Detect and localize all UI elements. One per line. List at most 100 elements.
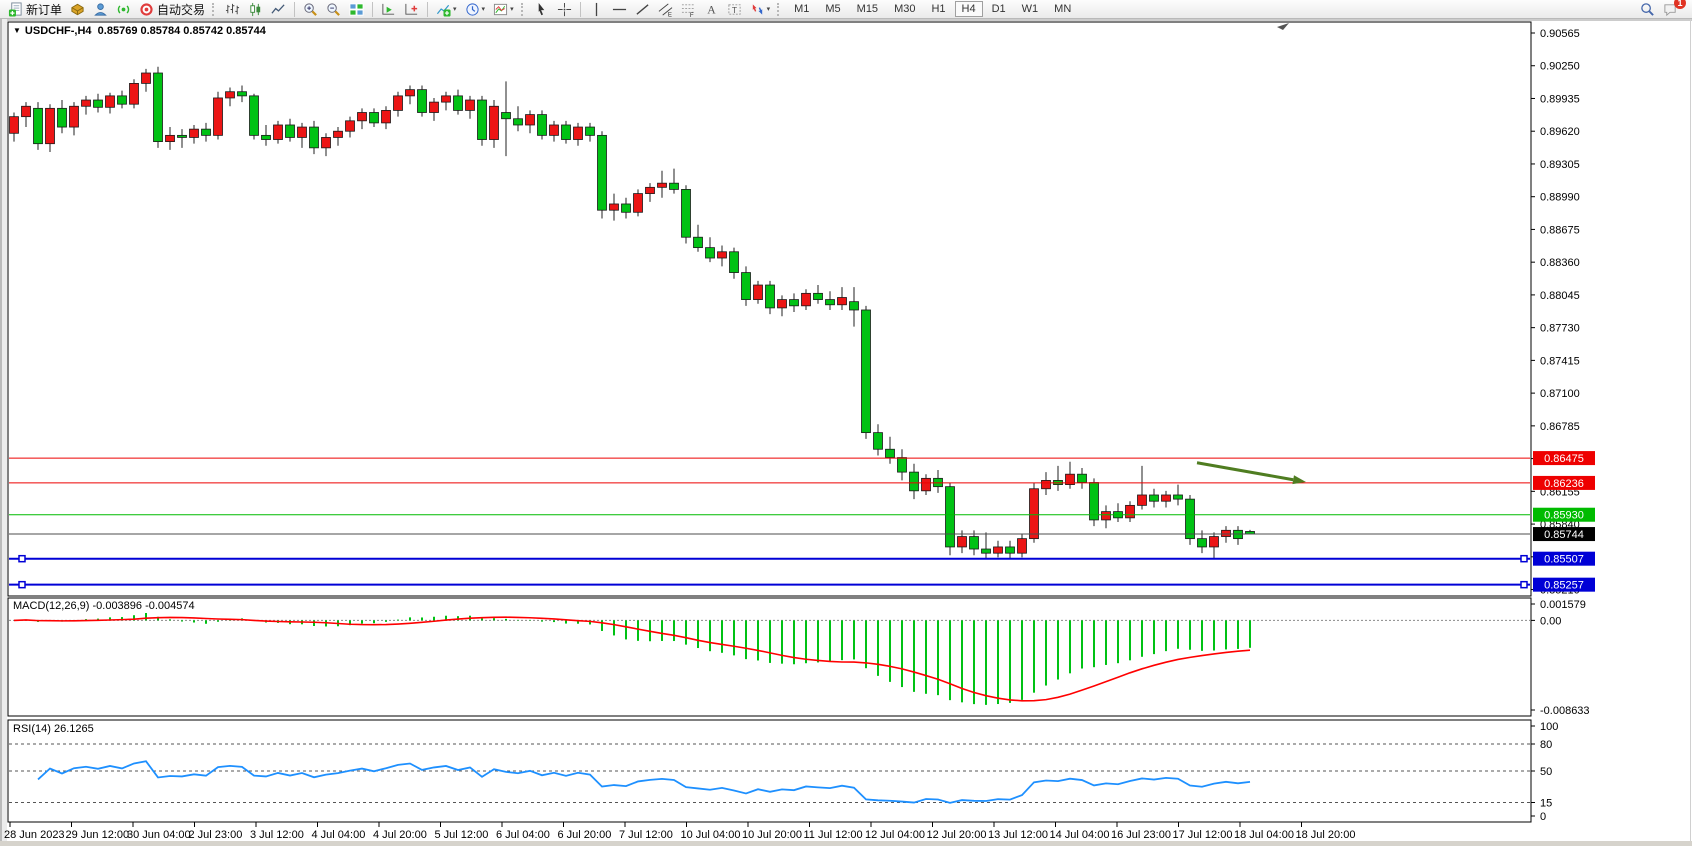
candle <box>9 116 19 134</box>
candle-chart-button[interactable] <box>245 0 266 19</box>
candle <box>693 236 703 249</box>
support-line-blue-2-handle[interactable] <box>18 580 26 589</box>
timeframe-button-m1[interactable]: M1 <box>794 3 810 15</box>
timeframe-button-m15[interactable]: M15 <box>856 3 879 15</box>
toolbar: 新订单 自动交易 ▾ ▾ ▾ E F A T ▾ M1 M5 M15 M30 H1 H4 D1 W1 MN 1 <box>0 0 1692 19</box>
indicators-button[interactable]: ▾ <box>433 0 460 19</box>
candle <box>237 91 247 97</box>
window-bottom-edge <box>0 841 1692 846</box>
zoom-in-button[interactable] <box>300 0 321 19</box>
timeframe-button-d1[interactable]: D1 <box>991 3 1006 15</box>
candle <box>249 95 259 136</box>
rsi-axis: 100 80 50 150 <box>1531 721 1558 823</box>
candle <box>801 292 811 307</box>
chevron-down-icon: ▾ <box>481 6 486 13</box>
rsi-axis-label: 50 <box>1540 766 1552 778</box>
trend-arrow-head <box>1292 475 1306 485</box>
zoom-out-button[interactable] <box>323 0 344 19</box>
community-button[interactable] <box>90 0 111 19</box>
candle <box>369 112 379 124</box>
text-icon: A <box>704 2 719 17</box>
candle <box>573 126 583 140</box>
candle <box>609 203 619 211</box>
time-tick-label: 28 Jun 2023 <box>4 829 65 841</box>
chevron-down-icon: ▾ <box>510 6 514 13</box>
timeframe-button-m30[interactable]: M30 <box>894 3 916 15</box>
signals-button[interactable] <box>113 0 134 19</box>
autotrading-button[interactable]: 自动交易 <box>136 0 208 19</box>
price-tick-label: 0.88360 <box>1540 257 1580 269</box>
tile-windows-button[interactable] <box>346 0 367 19</box>
candle <box>621 203 631 213</box>
candle <box>321 137 331 149</box>
chart-window[interactable]: 0.90565 0.90250 0.89935 0.89620 0.89305 0.889… <box>0 19 1692 846</box>
rsi-axis-label: 15 <box>1540 798 1552 810</box>
support-line-blue-1-handle[interactable] <box>1520 554 1528 563</box>
vline-icon <box>589 2 604 17</box>
timeframe-button-mn[interactable]: MN <box>1054 3 1072 15</box>
svg-text:F: F <box>689 12 693 17</box>
auto-scroll-button[interactable] <box>378 0 399 19</box>
time-tick-label: 11 Jul 12:00 <box>804 829 863 841</box>
arrows-button[interactable]: ▾ <box>747 0 774 19</box>
candle <box>681 189 691 238</box>
notification-badge: 1 <box>1674 0 1686 9</box>
search-button[interactable] <box>1637 0 1658 19</box>
bar-chart-icon <box>225 2 240 17</box>
candle <box>633 193 643 213</box>
line-chart-icon <box>271 2 286 17</box>
candle <box>165 134 175 143</box>
bar-chart-button[interactable] <box>222 0 243 19</box>
vline-button[interactable] <box>586 0 607 19</box>
new-order-button[interactable]: 新订单 <box>5 0 65 19</box>
rsi-value: 26.1265 <box>53 723 94 735</box>
crosshair-button[interactable] <box>554 0 575 19</box>
templates-button[interactable]: ▾ <box>490 0 517 19</box>
timeframe-button-w1[interactable]: W1 <box>1021 3 1039 15</box>
candle <box>441 95 451 103</box>
macd-axis-label: 0.001579 <box>1540 599 1586 611</box>
price-tick-label: 0.87730 <box>1540 323 1580 335</box>
candle <box>1209 536 1219 548</box>
hline-button[interactable] <box>609 0 630 19</box>
periods-button[interactable]: ▾ <box>462 0 489 19</box>
candle <box>645 186 655 194</box>
chevron-down-icon: ▾ <box>766 6 771 13</box>
label-button[interactable]: T <box>724 0 745 19</box>
candle <box>885 448 895 458</box>
timeframe-button-h4[interactable]: H4 <box>954 1 983 17</box>
symbol-dropdown-icon[interactable]: ▼ <box>13 26 21 35</box>
zoom-out-icon <box>326 2 341 17</box>
candle <box>429 101 439 113</box>
rsi-axis-label: 80 <box>1540 739 1552 751</box>
new-order-button-label: 新订单 <box>26 2 63 17</box>
support-line-blue-2-handle[interactable] <box>1520 580 1528 589</box>
candle <box>285 124 295 138</box>
candle <box>141 72 151 84</box>
trend-arrow[interactable] <box>1196 461 1294 482</box>
chat-button[interactable]: 1 <box>1660 0 1686 19</box>
line-chart-button[interactable] <box>268 0 289 19</box>
trendline-button[interactable] <box>632 0 653 19</box>
cursor-button[interactable] <box>531 0 552 19</box>
time-tick-label: 3 Jul 12:00 <box>250 829 304 841</box>
candle <box>201 128 211 136</box>
rsi-panel-plot[interactable] <box>7 719 1532 823</box>
channel-button[interactable]: E <box>655 0 676 19</box>
chart-shift-button[interactable] <box>401 0 422 19</box>
timeframe-button-m5[interactable]: M5 <box>825 3 841 15</box>
candle <box>1185 498 1195 540</box>
chart-shift-marker[interactable] <box>1277 23 1289 30</box>
fibonacci-button[interactable]: F <box>678 0 699 19</box>
time-tick-label: 10 Jul 20:00 <box>742 829 802 841</box>
price-tick-label: 0.90565 <box>1540 28 1580 40</box>
candle <box>261 134 271 140</box>
timeframe-button-h1[interactable]: H1 <box>931 3 946 15</box>
hline-icon <box>612 2 627 17</box>
support-line-blue-1-handle[interactable] <box>18 554 26 563</box>
candle <box>945 486 955 548</box>
market-button[interactable] <box>67 0 88 19</box>
text-button[interactable]: A <box>701 0 722 19</box>
candle <box>453 95 463 111</box>
candle <box>1125 504 1135 519</box>
